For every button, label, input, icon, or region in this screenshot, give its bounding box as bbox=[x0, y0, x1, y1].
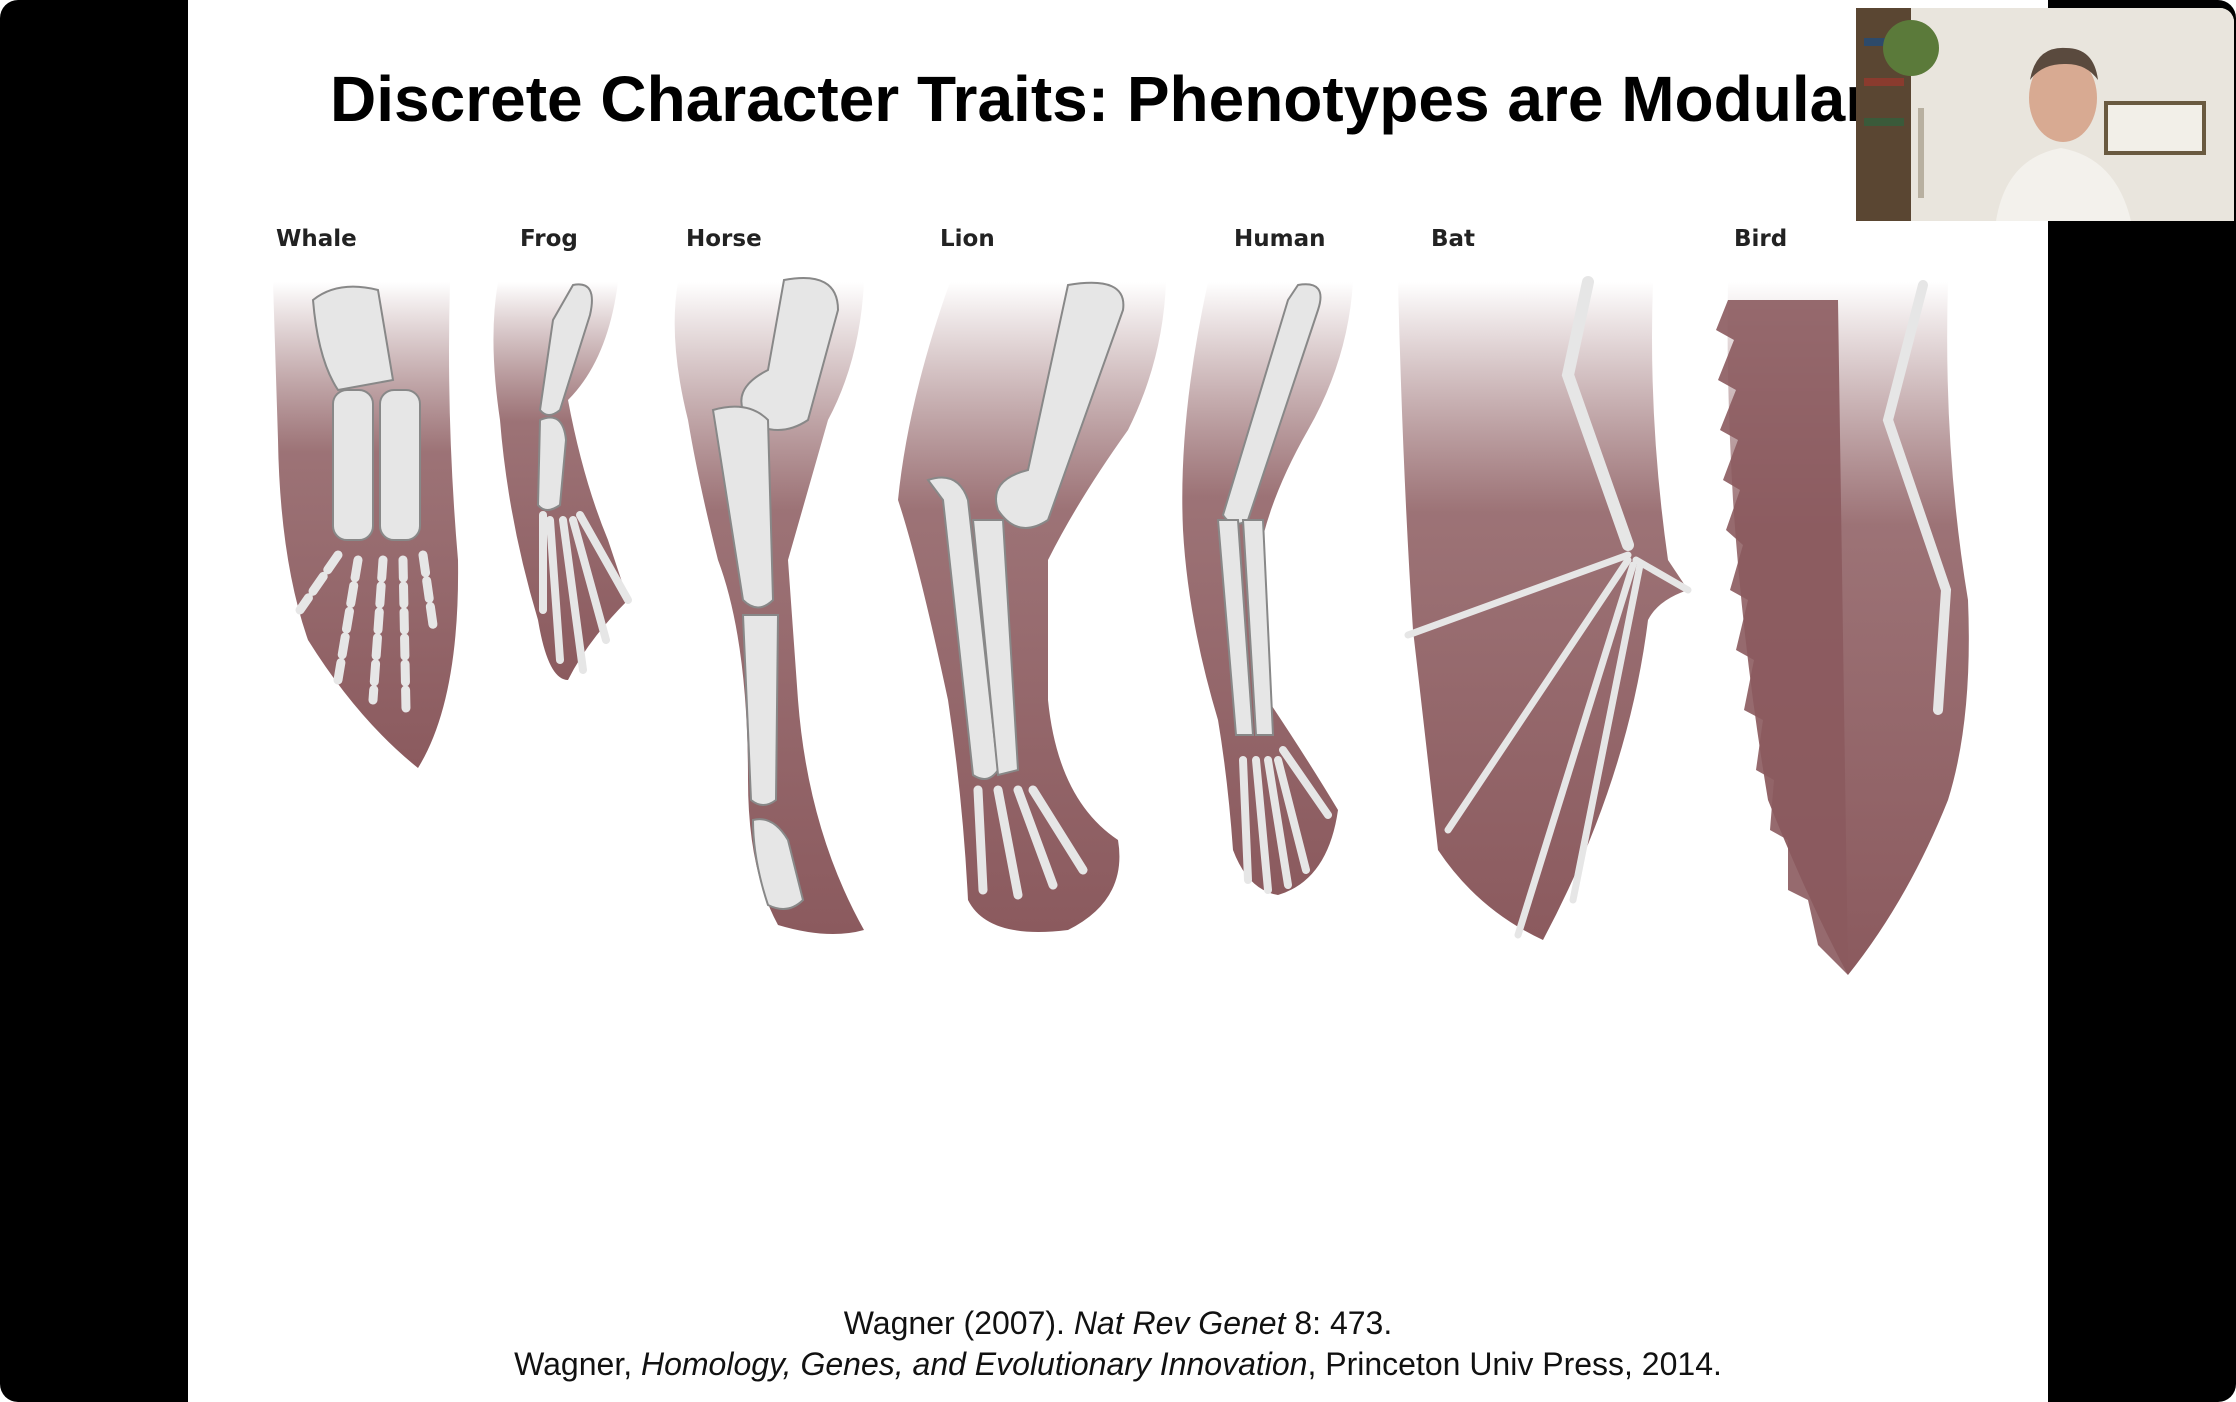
citation-1-journal: Nat Rev Genet bbox=[1073, 1305, 1286, 1341]
bat-wing bbox=[1398, 276, 1692, 940]
citation-1-text-a: Wagner (2007). bbox=[843, 1305, 1074, 1341]
presentation-slide: Discrete Character Traits: Phenotypes ar… bbox=[188, 0, 2048, 1402]
frog-limb bbox=[493, 282, 632, 680]
whale-flipper bbox=[273, 282, 459, 768]
horse-limb bbox=[674, 277, 864, 934]
citation-line-1: Wagner (2007). Nat Rev Genet 8: 473. bbox=[188, 1305, 2048, 1342]
limb-homology-illustration bbox=[273, 276, 1969, 975]
slide-title: Discrete Character Traits: Phenotypes ar… bbox=[330, 63, 1871, 135]
citation-2-text-a: Wagner, bbox=[514, 1346, 641, 1382]
lion-limb bbox=[898, 281, 1166, 932]
human-arm bbox=[1182, 282, 1353, 895]
person-video-icon bbox=[1856, 8, 2234, 221]
bird-wing bbox=[1716, 280, 1969, 975]
label-whale: Whale bbox=[276, 226, 357, 252]
citation-1-text-b: 8: 473. bbox=[1285, 1305, 1393, 1341]
citation-line-2: Wagner, Homology, Genes, and Evolutionar… bbox=[188, 1346, 2048, 1383]
label-bat: Bat bbox=[1431, 226, 1476, 252]
label-horse: Horse bbox=[686, 226, 762, 252]
webcam-thumbnail[interactable] bbox=[1856, 8, 2234, 221]
label-lion: Lion bbox=[940, 226, 995, 252]
label-human: Human bbox=[1234, 226, 1326, 252]
label-bird: Bird bbox=[1734, 226, 1788, 252]
citation-2-text-b: , Princeton Univ Press, 2014. bbox=[1307, 1346, 1722, 1382]
label-frog: Frog bbox=[520, 226, 578, 252]
citation-2-book: Homology, Genes, and Evolutionary Innova… bbox=[640, 1346, 1308, 1382]
